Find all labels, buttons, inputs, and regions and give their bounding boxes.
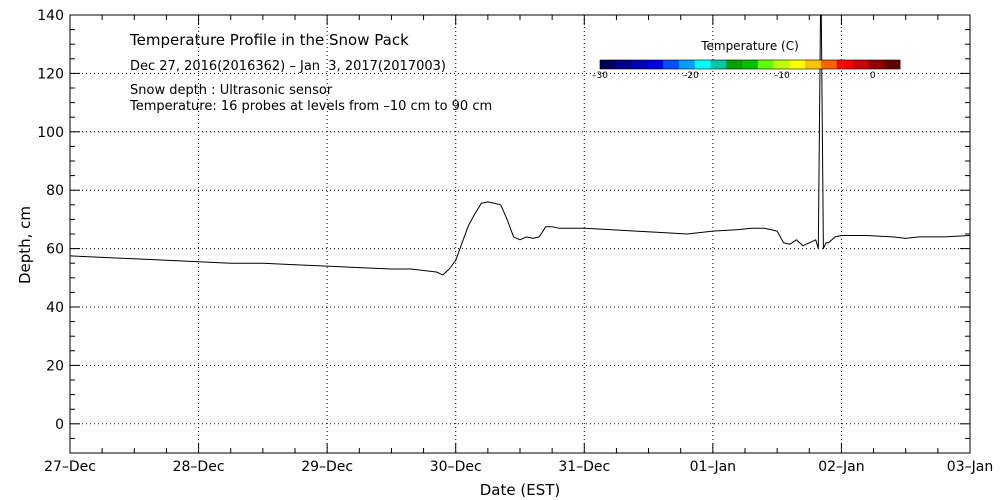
x-tick-labels: 27–Dec 28–Dec 29–Dec 30–Dec 31–Dec 01–Jan 02–J… xyxy=(44,459,993,475)
colorbar-cell xyxy=(884,60,901,69)
note-temperature-probes: Temperature: 16 probes at levels from –1… xyxy=(129,99,492,114)
axis-ticks xyxy=(69,14,971,453)
colorbar-cell xyxy=(694,60,711,69)
x-tick-label: 31–Dec xyxy=(558,459,610,475)
temperature-colorbar: Temperature (C) –30 –20 –10 0 xyxy=(592,39,901,81)
y-tick-label: 60 xyxy=(46,242,64,258)
x-tick-label: 29–Dec xyxy=(301,459,353,475)
colorbar-cells xyxy=(600,60,901,69)
y-axis-label: Depth, cm xyxy=(16,206,34,284)
colorbar-cell xyxy=(821,60,838,69)
colorbar-cell xyxy=(647,60,664,69)
colorbar-cell xyxy=(742,60,759,69)
colorbar-tick-label: –20 xyxy=(683,71,699,81)
x-tick-label: 02–Jan xyxy=(818,459,864,475)
colorbar-tick-label: –30 xyxy=(592,71,608,81)
y-tick-label: 80 xyxy=(46,183,64,199)
colorbar-labels: –30 –20 –10 0 xyxy=(592,71,876,81)
chart-subtitle: Dec 27, 2016(2016362) – Jan 3, 2017(2017… xyxy=(130,59,446,74)
y-tick-labels: 0 20 40 60 80 100 120 140 xyxy=(37,8,64,433)
note-snow-depth: Snow depth : Ultrasonic sensor xyxy=(130,83,333,98)
colorbar-cell xyxy=(600,60,617,69)
y-tick-label: 40 xyxy=(46,300,64,316)
colorbar-cell xyxy=(615,60,632,69)
colorbar-cell xyxy=(663,60,680,69)
x-tick-label: 28–Dec xyxy=(173,459,225,475)
colorbar-cell xyxy=(710,60,727,69)
x-tick-label: 30–Dec xyxy=(430,459,482,475)
colorbar-cell xyxy=(852,60,869,69)
y-tick-label: 120 xyxy=(37,66,64,82)
x-tick-label: 27–Dec xyxy=(44,459,96,475)
colorbar-outline xyxy=(599,59,901,70)
y-tick-label: 100 xyxy=(37,125,64,141)
colorbar-cell xyxy=(836,60,853,69)
plot-frame xyxy=(69,14,971,454)
y-tick-label: 20 xyxy=(46,358,64,374)
colorbar-title: Temperature (C) xyxy=(700,39,799,53)
y-tick-label: 0 xyxy=(55,417,64,433)
colorbar-cell xyxy=(805,60,822,69)
colorbar-cell xyxy=(868,60,885,69)
chart-title: Temperature Profile in the Snow Pack xyxy=(129,31,409,49)
colorbar-cell xyxy=(726,60,743,69)
snow-depth-line xyxy=(70,15,970,276)
x-tick-label: 03–Jan xyxy=(947,459,993,475)
colorbar-tick-label: 0 xyxy=(870,71,876,81)
colorbar-cell xyxy=(773,60,790,69)
colorbar-cell xyxy=(757,60,774,69)
series-group xyxy=(70,15,970,276)
y-tick-label: 140 xyxy=(37,8,64,24)
x-tick-label: 01–Jan xyxy=(690,459,736,475)
x-axis-label: Date (EST) xyxy=(480,481,561,499)
colorbar-cell xyxy=(631,60,648,69)
colorbar-tick-label: –10 xyxy=(774,71,790,81)
colorbar-cell xyxy=(789,60,806,69)
colorbar-cell xyxy=(678,60,696,69)
